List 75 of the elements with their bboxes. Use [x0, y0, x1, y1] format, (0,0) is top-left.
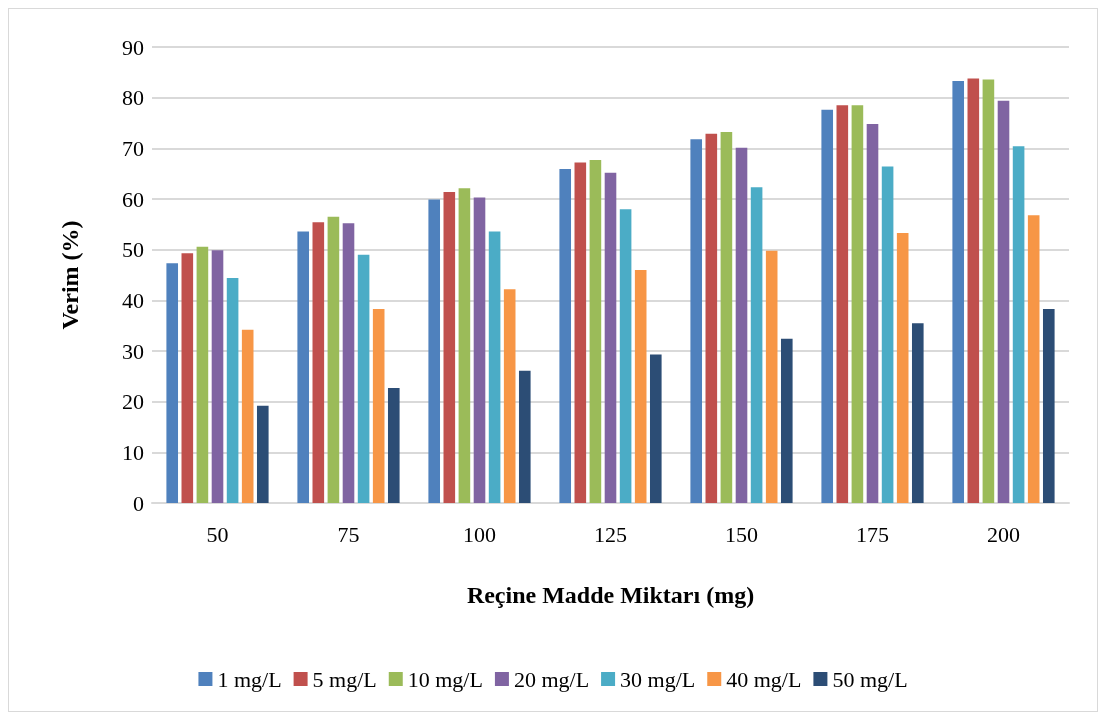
x-axis-title: Reçine Madde Miktarı (mg) [466, 582, 755, 608]
legend-label: 5 mg/L [312, 666, 377, 692]
bar [896, 232, 909, 503]
y-tick-label: 70 [122, 135, 144, 161]
bar [226, 278, 239, 503]
bar [705, 133, 718, 503]
bar [866, 124, 879, 503]
bar [851, 105, 864, 503]
legend-label: 10 mg/L [407, 666, 483, 692]
legend-label: 1 mg/L [217, 666, 282, 692]
bar [518, 370, 531, 503]
bar [1012, 146, 1025, 503]
bar [559, 169, 572, 503]
y-tick-label: 0 [133, 490, 144, 516]
bar [166, 263, 179, 503]
bar [881, 166, 894, 503]
bar [372, 308, 385, 503]
bar [589, 159, 602, 503]
bar [574, 162, 587, 503]
y-tick-label: 60 [122, 186, 144, 212]
bar [297, 231, 310, 503]
bar [911, 323, 924, 503]
bar [982, 79, 995, 503]
bar [750, 187, 763, 503]
bar [387, 387, 400, 503]
bar [735, 147, 748, 503]
bar [720, 132, 733, 503]
legend-label: 40 mg/L [726, 666, 802, 692]
x-tick-label: 125 [594, 521, 627, 547]
bar [634, 269, 647, 503]
bar [256, 405, 269, 503]
bar [1042, 308, 1055, 503]
legend-label: 20 mg/L [513, 666, 590, 692]
bar [503, 289, 516, 503]
x-tick-label: 175 [856, 521, 889, 547]
y-tick-label: 40 [122, 287, 144, 313]
y-tick-label: 20 [122, 389, 144, 415]
bar [181, 253, 194, 503]
x-tick-label: 50 [206, 521, 229, 547]
bar [836, 105, 849, 503]
bar [473, 197, 486, 503]
bar [327, 216, 340, 503]
bar [443, 191, 456, 503]
bar [488, 231, 501, 503]
bar [241, 329, 254, 503]
bar [357, 254, 370, 503]
legend-label: 30 mg/L [620, 666, 696, 692]
y-tick-label: 90 [122, 34, 144, 60]
bar [765, 250, 778, 503]
bar [604, 172, 617, 503]
bar [780, 338, 793, 503]
bar [312, 222, 325, 503]
bar [428, 199, 441, 503]
x-tick-label: 75 [337, 521, 360, 547]
bar [952, 80, 965, 503]
bar [211, 250, 224, 503]
bar [997, 100, 1010, 503]
x-tick-label: 200 [987, 521, 1020, 547]
y-tick-label: 80 [122, 85, 144, 111]
y-tick-label: 10 [122, 439, 144, 465]
x-tick-label: 150 [725, 521, 758, 547]
bar [821, 109, 834, 503]
bar [458, 188, 471, 503]
bar [619, 209, 632, 503]
bar [1027, 215, 1040, 503]
bar [196, 246, 209, 503]
y-axis-title: Verim (%) [57, 220, 83, 330]
y-tick-label: 50 [122, 237, 144, 263]
bar [342, 223, 355, 503]
y-tick-label: 30 [122, 338, 144, 364]
bar [649, 354, 662, 503]
x-tick-label: 100 [463, 521, 496, 547]
bar [967, 78, 980, 503]
legend-label: 50 mg/L [832, 666, 908, 692]
bar [690, 139, 703, 503]
